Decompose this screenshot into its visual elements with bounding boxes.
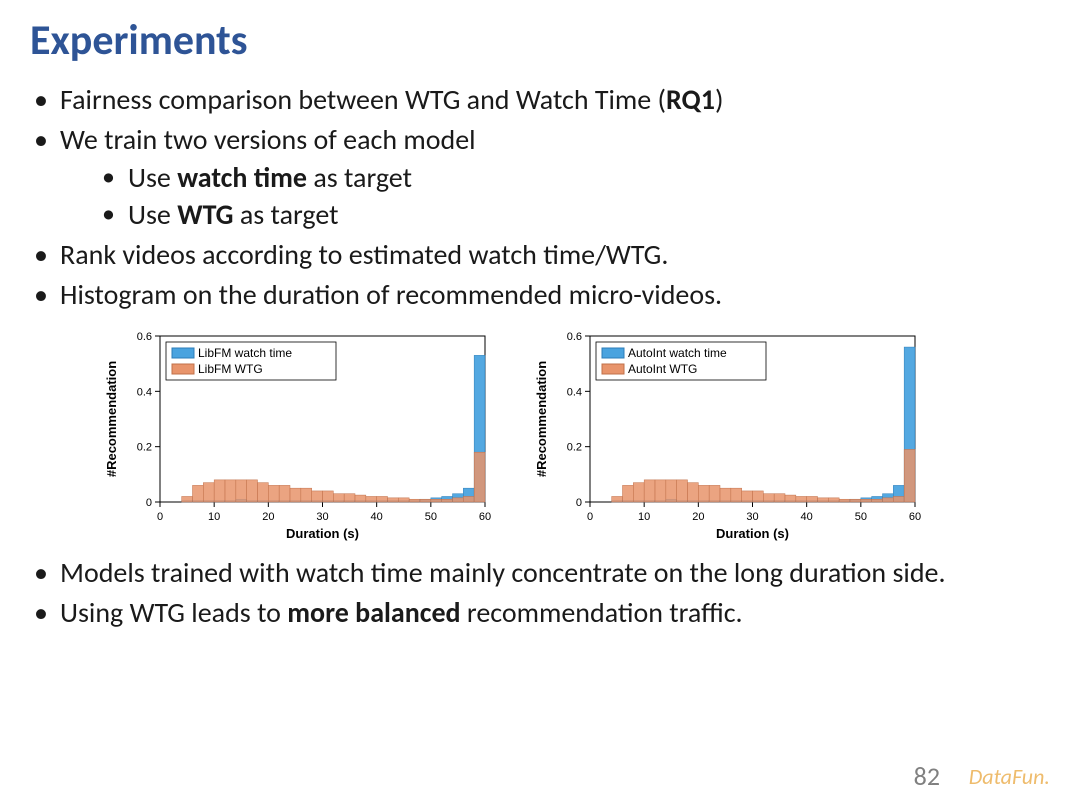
svg-text:0: 0 — [587, 511, 593, 523]
svg-text:AutoInt watch time: AutoInt watch time — [628, 346, 727, 360]
text: Use — [128, 160, 177, 195]
svg-text:#Recommendation: #Recommendation — [104, 361, 119, 477]
svg-text:20: 20 — [692, 511, 704, 523]
text: Using WTG leads to — [60, 595, 287, 630]
bullet-4: Histogram on the duration of recommended… — [30, 276, 1050, 314]
svg-text:0.4: 0.4 — [137, 386, 152, 398]
svg-text:30: 30 — [746, 511, 758, 523]
text-bold: RQ1 — [666, 82, 715, 117]
svg-text:10: 10 — [208, 511, 220, 523]
svg-text:0.4: 0.4 — [567, 386, 582, 398]
text: as target — [234, 197, 339, 232]
svg-text:0.6: 0.6 — [137, 331, 152, 343]
bullet-2: We train two versions of each model Use … — [30, 121, 1050, 234]
bullet-list: Fairness comparison between WTG and Watc… — [30, 81, 1050, 314]
text: Use — [128, 197, 177, 232]
text: ) — [715, 82, 724, 117]
bullet-3: Rank videos according to estimated watch… — [30, 236, 1050, 274]
svg-text:0: 0 — [157, 511, 163, 523]
svg-text:40: 40 — [371, 511, 383, 523]
svg-text:LibFM watch time: LibFM watch time — [198, 346, 292, 360]
bullet-list-2: Models trained with watch time mainly co… — [30, 554, 1050, 632]
svg-text:0.2: 0.2 — [137, 441, 152, 453]
svg-text:LibFM WTG: LibFM WTG — [198, 362, 263, 376]
svg-text:0: 0 — [576, 497, 582, 509]
text-bold: WTG — [177, 197, 233, 232]
svg-text:0.2: 0.2 — [567, 441, 582, 453]
bullet-6: Using WTG leads to more balanced recomme… — [30, 594, 1050, 632]
svg-text:10: 10 — [638, 511, 650, 523]
text: as target — [307, 160, 412, 195]
svg-text:50: 50 — [425, 511, 437, 523]
svg-text:20: 20 — [262, 511, 274, 523]
charts-row: 0 0.2 0.4 0.6 0 10 20 30 40 50 60 Duration (s) #Reco… — [100, 324, 1010, 544]
slide-title: Experiments — [30, 15, 1050, 66]
sub-bullet-2a: Use watch time as target — [98, 159, 1050, 197]
text: Fairness comparison between WTG and Watc… — [60, 82, 666, 117]
text-bold: more balanced — [287, 595, 460, 630]
svg-text:0: 0 — [146, 497, 152, 509]
chart-right: 0 0.2 0.4 0.6 0 10 20 30 40 50 60 Duration (s) #Reco… — [530, 324, 930, 544]
watermark: DataFun. — [969, 763, 1050, 790]
text-bold: watch time — [177, 160, 307, 195]
svg-text:60: 60 — [909, 511, 921, 523]
chart-left: 0 0.2 0.4 0.6 0 10 20 30 40 50 60 Duration (s) #Reco… — [100, 324, 500, 544]
svg-text:Duration (s): Duration (s) — [286, 526, 359, 541]
text: We train two versions of each model — [60, 122, 476, 157]
svg-text:40: 40 — [801, 511, 813, 523]
svg-text:30: 30 — [316, 511, 328, 523]
bullet-5: Models trained with watch time mainly co… — [30, 554, 1050, 592]
svg-text:50: 50 — [855, 511, 867, 523]
page-number: 82 — [914, 760, 940, 792]
svg-text:#Recommendation: #Recommendation — [534, 361, 549, 477]
svg-text:60: 60 — [479, 511, 491, 523]
sub-list: Use watch time as target Use WTG as targ… — [98, 159, 1050, 235]
svg-text:0.6: 0.6 — [567, 331, 582, 343]
svg-text:AutoInt WTG: AutoInt WTG — [628, 362, 697, 376]
svg-text:Duration (s): Duration (s) — [716, 526, 789, 541]
text: recommendation traffic. — [461, 595, 743, 630]
sub-bullet-2b: Use WTG as target — [98, 196, 1050, 234]
bullet-1: Fairness comparison between WTG and Watc… — [30, 81, 1050, 119]
